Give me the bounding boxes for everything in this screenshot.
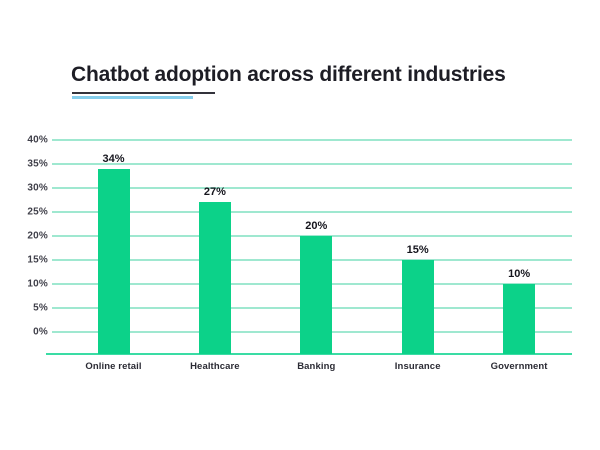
y-axis-label: 0% xyxy=(33,326,48,338)
y-axis-label: 5% xyxy=(33,302,48,314)
gridline-30pct xyxy=(52,187,572,189)
bar-value-label: 10% xyxy=(508,268,531,280)
title-underline-dark xyxy=(72,92,215,94)
title-underline-accent xyxy=(72,96,193,99)
y-axis-label: 10% xyxy=(27,278,48,290)
gridline-35pct xyxy=(52,163,572,165)
page-title: Chatbot adoption across different indust… xyxy=(71,63,506,86)
bar-value-label: 27% xyxy=(203,186,226,199)
bar-value-label: 20% xyxy=(305,220,328,232)
x-axis-label: Banking xyxy=(297,361,336,372)
x-axis-label: Online retail xyxy=(85,361,142,372)
y-axis-label: 35% xyxy=(27,158,48,170)
bar-online-retail xyxy=(97,168,130,354)
bar-value-label: 34% xyxy=(102,152,125,165)
bar-government xyxy=(503,284,536,354)
x-axis-label: Government xyxy=(490,361,548,372)
y-axis-label: 20% xyxy=(27,230,48,242)
bar-insurance xyxy=(401,260,434,354)
y-axis-label: 25% xyxy=(27,206,48,218)
bar-banking xyxy=(300,236,333,354)
y-axis-label: 40% xyxy=(27,134,48,146)
gridline-25pct xyxy=(52,211,572,213)
x-axis-label: Healthcare xyxy=(190,361,240,372)
y-axis-label: 30% xyxy=(27,182,48,194)
bar-healthcare xyxy=(198,202,231,354)
x-axis-label: Insurance xyxy=(394,361,441,372)
bar-value-label: 15% xyxy=(406,244,429,256)
gridline-40pct xyxy=(52,139,572,141)
y-axis-label: 15% xyxy=(27,254,48,266)
x-axis-line xyxy=(46,353,572,355)
